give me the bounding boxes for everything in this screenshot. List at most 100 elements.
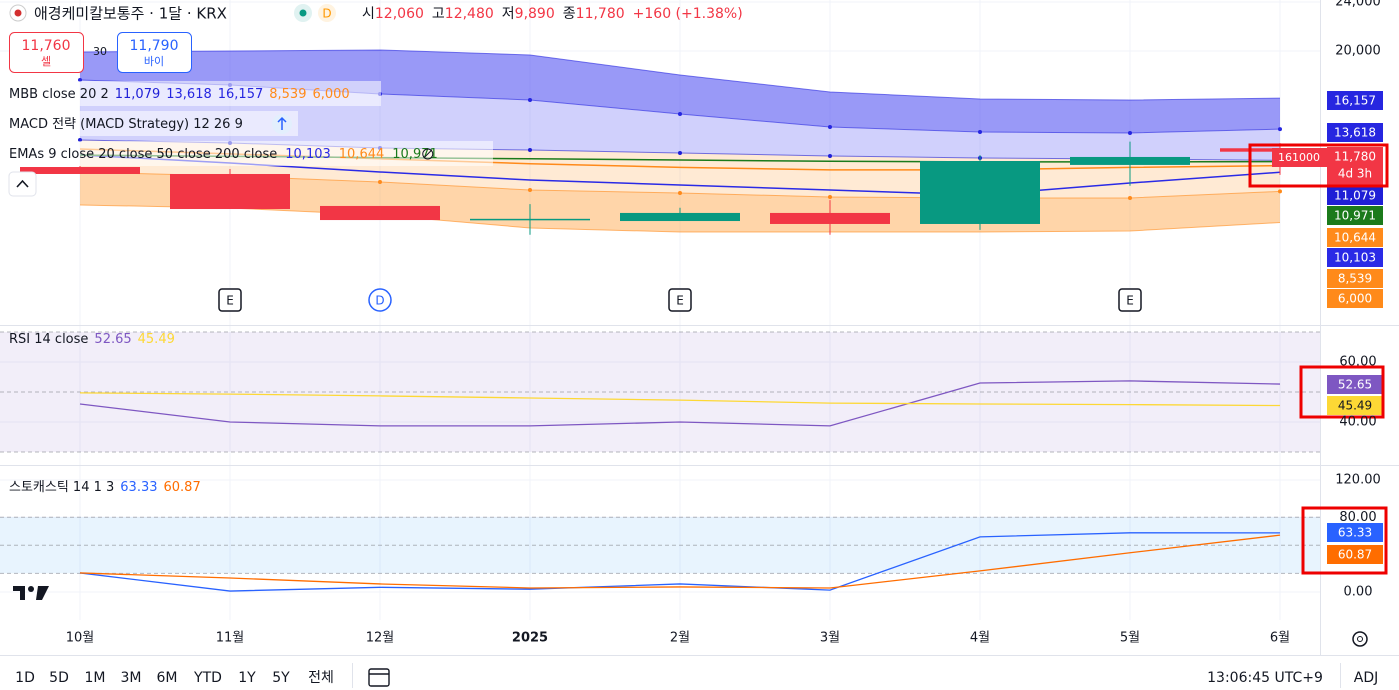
sell-button[interactable] [9,32,84,73]
event-label: E [226,294,234,308]
price-label: 10,644 [1334,231,1376,245]
value-label-bg [1327,375,1383,394]
event-marker[interactable] [368,288,392,312]
x-tick-label: 4월 [970,631,990,646]
price-label: 8,539 [1338,272,1372,286]
range-button[interactable]: 5Y [272,670,290,686]
price-label-bg [1327,206,1383,225]
sell-label: 셀 [41,55,51,68]
range-button[interactable]: 6M [157,670,178,686]
volume-label-bg [1272,148,1327,167]
highlight-box [1248,143,1389,188]
band-line [79,49,1281,101]
logo [28,586,34,592]
event-marker[interactable] [668,288,692,312]
price-label: 6,000 [1338,292,1372,306]
buy-button[interactable] [117,32,192,73]
price-label: 10,103 [1334,251,1376,265]
x-tick-label: 2월 [670,631,690,646]
range-button[interactable]: 전체 [308,670,334,686]
settings-icon[interactable] [1352,631,1368,647]
ohlc-value: 12,480 [445,6,494,22]
series-line [79,532,1281,592]
legend[interactable]: RSI 14 close 52.65 45.49 [9,332,175,347]
adj-toggle[interactable]: ADJ [1354,670,1379,686]
buy-price: 11,790 [130,38,179,54]
sell-price: 11,760 [22,38,71,54]
plot-area [0,0,1340,620]
price-label: 16,157 [1334,94,1376,108]
price-label-bg [1327,228,1383,247]
range-button[interactable]: 1M [85,670,106,686]
visibility-icon[interactable] [422,148,434,160]
event-label: E [1126,294,1134,308]
range-button[interactable]: 5D [49,670,69,686]
range-button[interactable]: 1D [15,670,35,686]
band-dot [978,129,982,134]
range-button[interactable]: 3M [121,670,142,686]
legend-value: 8,539 [269,87,306,102]
x-tick-label: 10월 [66,631,95,646]
y-tick-label: 20,000 [1335,44,1381,59]
legend[interactable]: MACD 전략 (MACD Strategy) 12 26 9 [9,117,243,132]
legend[interactable]: EMAs 9 close 20 close 50 close 200 close… [9,147,438,162]
candle-body [170,173,290,210]
legend-value: 52.65 [94,332,131,347]
legend-value: 10,971 [392,147,438,162]
buy-label: 바이 [144,55,164,68]
candle-body [920,161,1040,224]
logo [13,586,25,600]
strategy-icon [277,116,287,130]
legend-title: RSI 14 close [9,332,88,347]
x-tick-label: 3월 [820,631,840,646]
legend-bg [3,111,298,136]
value-label-bg [1327,396,1383,415]
event-marker[interactable] [1118,288,1142,312]
ohlc-key: 고 [432,6,445,22]
ohlc-key: 시 [362,6,375,22]
y-tick-label: 80.00 [1339,510,1376,525]
flag-icon [14,9,22,17]
band-dot [528,148,532,153]
clock: 13:06:45 UTC+9 [1207,670,1323,686]
date-range-icon[interactable] [368,668,390,687]
legend[interactable]: MBB close 20 2 11,079 13,618 16,157 8,539 6,0… [9,87,350,102]
value-label-bg [1327,523,1383,542]
x-tick-label: 11월 [216,631,245,646]
range-button[interactable]: 1Y [238,670,256,686]
value-label-bg [1327,545,1383,564]
legend[interactable]: 스토캐스틱 14 1 3 63.33 60.87 [9,480,201,495]
legend-value: 16,157 [218,87,264,102]
candle-body [620,212,740,222]
range-button[interactable]: YTD [193,670,222,686]
event-marker[interactable] [218,288,242,312]
legend-value: 63.33 [120,480,157,495]
price-label-bg [1327,91,1383,110]
band-dot [678,151,682,156]
value-label: 52.65 [1338,378,1372,392]
ohlc-value: 11,780 [576,6,625,22]
price-label-bg [1327,269,1383,288]
value-label: 63.33 [1338,526,1372,540]
series-line [79,392,1281,407]
candle-body [770,212,890,224]
legend-value: 6,000 [312,87,349,102]
symbol-title[interactable]: 애경케미칼보통주 · 1달 · KRX [34,5,227,23]
band-dot [678,191,682,196]
band-dot [78,77,82,82]
band-dot [1278,189,1282,194]
y-tick-label: 24,000 [1335,0,1381,10]
highlight-box [1301,506,1388,575]
price-label: 10,971 [1334,209,1376,223]
band-dot [528,188,532,193]
highlight-box [1299,365,1385,419]
price-label: 11,780 [1334,150,1376,164]
collapse-button[interactable] [8,171,37,197]
band-dot [528,98,532,102]
legend-bg [3,81,381,106]
y-tick-label: 60.00 [1339,355,1376,370]
series-line [79,380,1281,427]
event-label: D [375,294,384,308]
toolbar: 1D 5D 1M 3M 6M YTD 1Y 5Y 전체 [15,670,334,686]
legend-value: 45.49 [138,332,175,347]
